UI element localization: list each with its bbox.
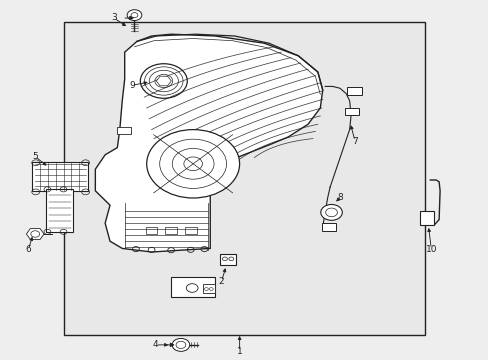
FancyBboxPatch shape (220, 254, 235, 265)
Circle shape (320, 204, 342, 220)
Bar (184, 227, 196, 234)
Polygon shape (95, 34, 322, 252)
Polygon shape (156, 76, 171, 86)
Polygon shape (26, 229, 44, 239)
FancyBboxPatch shape (419, 211, 433, 225)
Text: 3: 3 (111, 13, 117, 22)
Text: 6: 6 (25, 245, 31, 254)
Text: 2: 2 (218, 277, 224, 286)
Text: 8: 8 (336, 194, 342, 202)
FancyBboxPatch shape (346, 87, 361, 95)
FancyBboxPatch shape (46, 189, 73, 232)
Bar (145, 227, 157, 234)
Text: 10: 10 (425, 245, 436, 253)
Circle shape (172, 338, 189, 351)
FancyBboxPatch shape (32, 162, 88, 191)
Text: 1: 1 (236, 347, 242, 356)
Bar (165, 227, 177, 234)
Circle shape (146, 130, 239, 198)
Text: 9: 9 (129, 81, 135, 90)
FancyBboxPatch shape (344, 108, 359, 115)
Circle shape (127, 10, 142, 21)
Text: 7: 7 (351, 136, 357, 145)
Text: 5: 5 (32, 152, 38, 161)
FancyBboxPatch shape (63, 22, 425, 335)
FancyBboxPatch shape (321, 223, 336, 231)
FancyBboxPatch shape (203, 284, 215, 293)
FancyBboxPatch shape (171, 277, 215, 297)
FancyBboxPatch shape (117, 127, 131, 134)
Circle shape (159, 78, 168, 84)
Text: 4: 4 (152, 341, 158, 349)
